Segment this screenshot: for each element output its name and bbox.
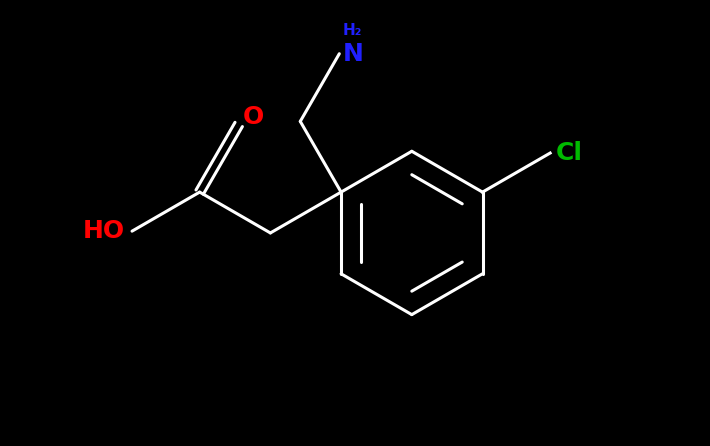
- Text: HO: HO: [83, 219, 125, 243]
- Text: N: N: [343, 42, 364, 66]
- Text: H₂: H₂: [343, 24, 362, 38]
- Text: O: O: [242, 105, 263, 129]
- Text: Cl: Cl: [556, 141, 583, 165]
